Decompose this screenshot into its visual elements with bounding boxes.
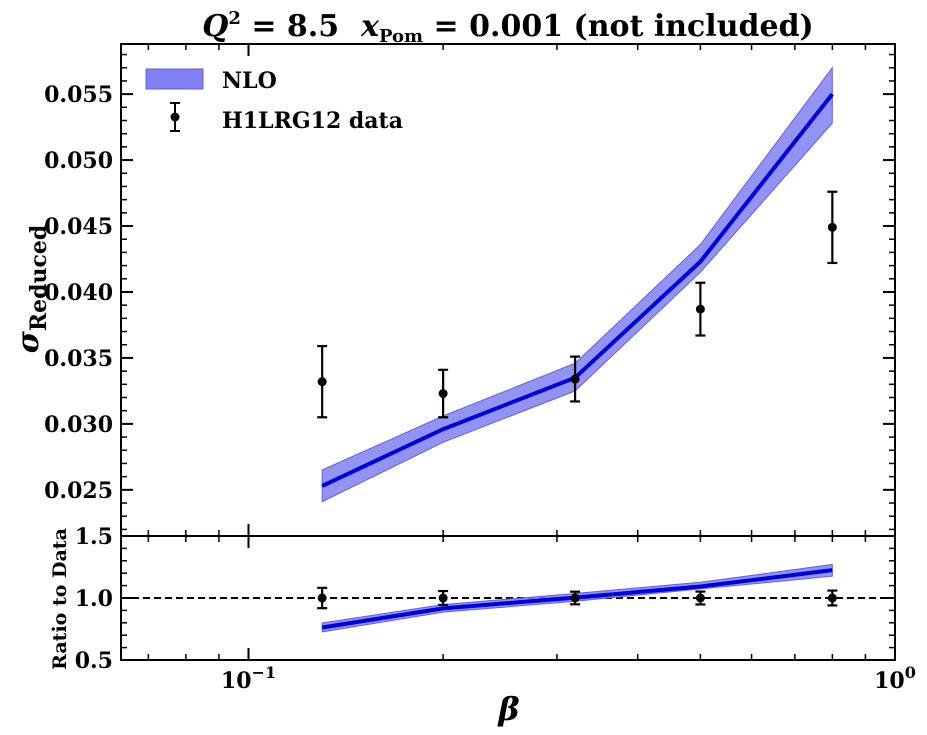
data-point [695, 590, 706, 606]
data-point [317, 586, 328, 610]
data-point [317, 344, 328, 419]
y-tick-label: 0.025 [44, 478, 113, 504]
data-marker [827, 222, 837, 232]
data-marker [317, 593, 327, 603]
y-tick-label: 0.030 [44, 412, 113, 438]
y-tick-label: 0.5 [75, 648, 113, 674]
ratio-y-axis-label: Ratio to Data [49, 528, 71, 670]
title-x-symbol: x [360, 9, 380, 44]
title-q2-symbol: Q [202, 9, 228, 44]
y-tick-label: 0.050 [44, 148, 113, 174]
nlo-uncertainty-band [321, 66, 833, 503]
legend-nlo-label: NLO [222, 68, 277, 94]
legend: NLO H1LRG12 data [145, 68, 403, 134]
title-q2-value: = 8.5 [241, 9, 339, 44]
x-axis-label: β [497, 690, 519, 728]
data-point [438, 589, 449, 607]
data-marker [317, 377, 327, 387]
title-x-value: = 0.001 (not included) [423, 9, 814, 44]
main-y-tick-labels: 0.025 0.030 0.035 0.040 0.045 0.050 0.055 [44, 82, 113, 504]
data-point [438, 368, 449, 419]
data-marker [570, 374, 580, 384]
x-tick-label: 10−1 [221, 663, 276, 694]
data-marker [695, 304, 705, 314]
data-point [570, 590, 581, 606]
y-tick-label: 1.5 [75, 524, 113, 550]
data-marker [438, 389, 448, 399]
data-point [827, 589, 838, 607]
data-point [570, 355, 581, 403]
ratio-x-tick-labels: 10−1 100 [221, 663, 916, 694]
x-tick-exponent: −1 [252, 663, 277, 682]
main-panel: 0.025 0.030 0.035 0.040 0.045 0.050 0.055 σRed… [11, 43, 896, 537]
ratio-panel: 0.51.01.5 10−1 100 Ratio to Data β [49, 524, 916, 728]
data-marker [570, 593, 580, 603]
ratio-y-tick-labels: 0.5 1.0 1.5 [75, 524, 113, 674]
y-tick-label: 0.055 [44, 82, 113, 108]
data-point [827, 190, 838, 265]
legend-data-label: H1LRG12 data [222, 108, 403, 134]
x-tick-base: 10 [874, 668, 905, 694]
y-tick-label: 0.045 [44, 214, 113, 240]
title-q2-exponent: 2 [228, 8, 241, 29]
y-tick-label: 0.035 [44, 346, 113, 372]
legend-data-marker [170, 112, 180, 122]
y-tick-label: 0.040 [44, 280, 113, 306]
ratio-axes-frame [120, 535, 896, 661]
y-tick-label: 1.0 [75, 586, 113, 612]
data-marker [827, 593, 837, 603]
y-label-subscript: Reduced [26, 225, 52, 331]
chart-title: Q2 = 8.5 xPom = 0.001 (not included) [202, 8, 814, 47]
data-point [695, 281, 706, 337]
title-x-subscript: Pom [379, 26, 423, 47]
main-plot-area [317, 66, 838, 503]
x-tick-exponent: 0 [905, 663, 916, 682]
data-marker [438, 593, 448, 603]
nlo-central-line [321, 92, 834, 488]
data-marker [695, 593, 705, 603]
legend-nlo-swatch [145, 68, 204, 90]
x-tick-label: 100 [874, 663, 916, 694]
ratio-plot-area [121, 563, 895, 633]
y-label-sigma: σ [11, 330, 46, 353]
x-tick-base: 10 [221, 668, 252, 694]
main-y-axis-label: σReduced [11, 225, 52, 354]
